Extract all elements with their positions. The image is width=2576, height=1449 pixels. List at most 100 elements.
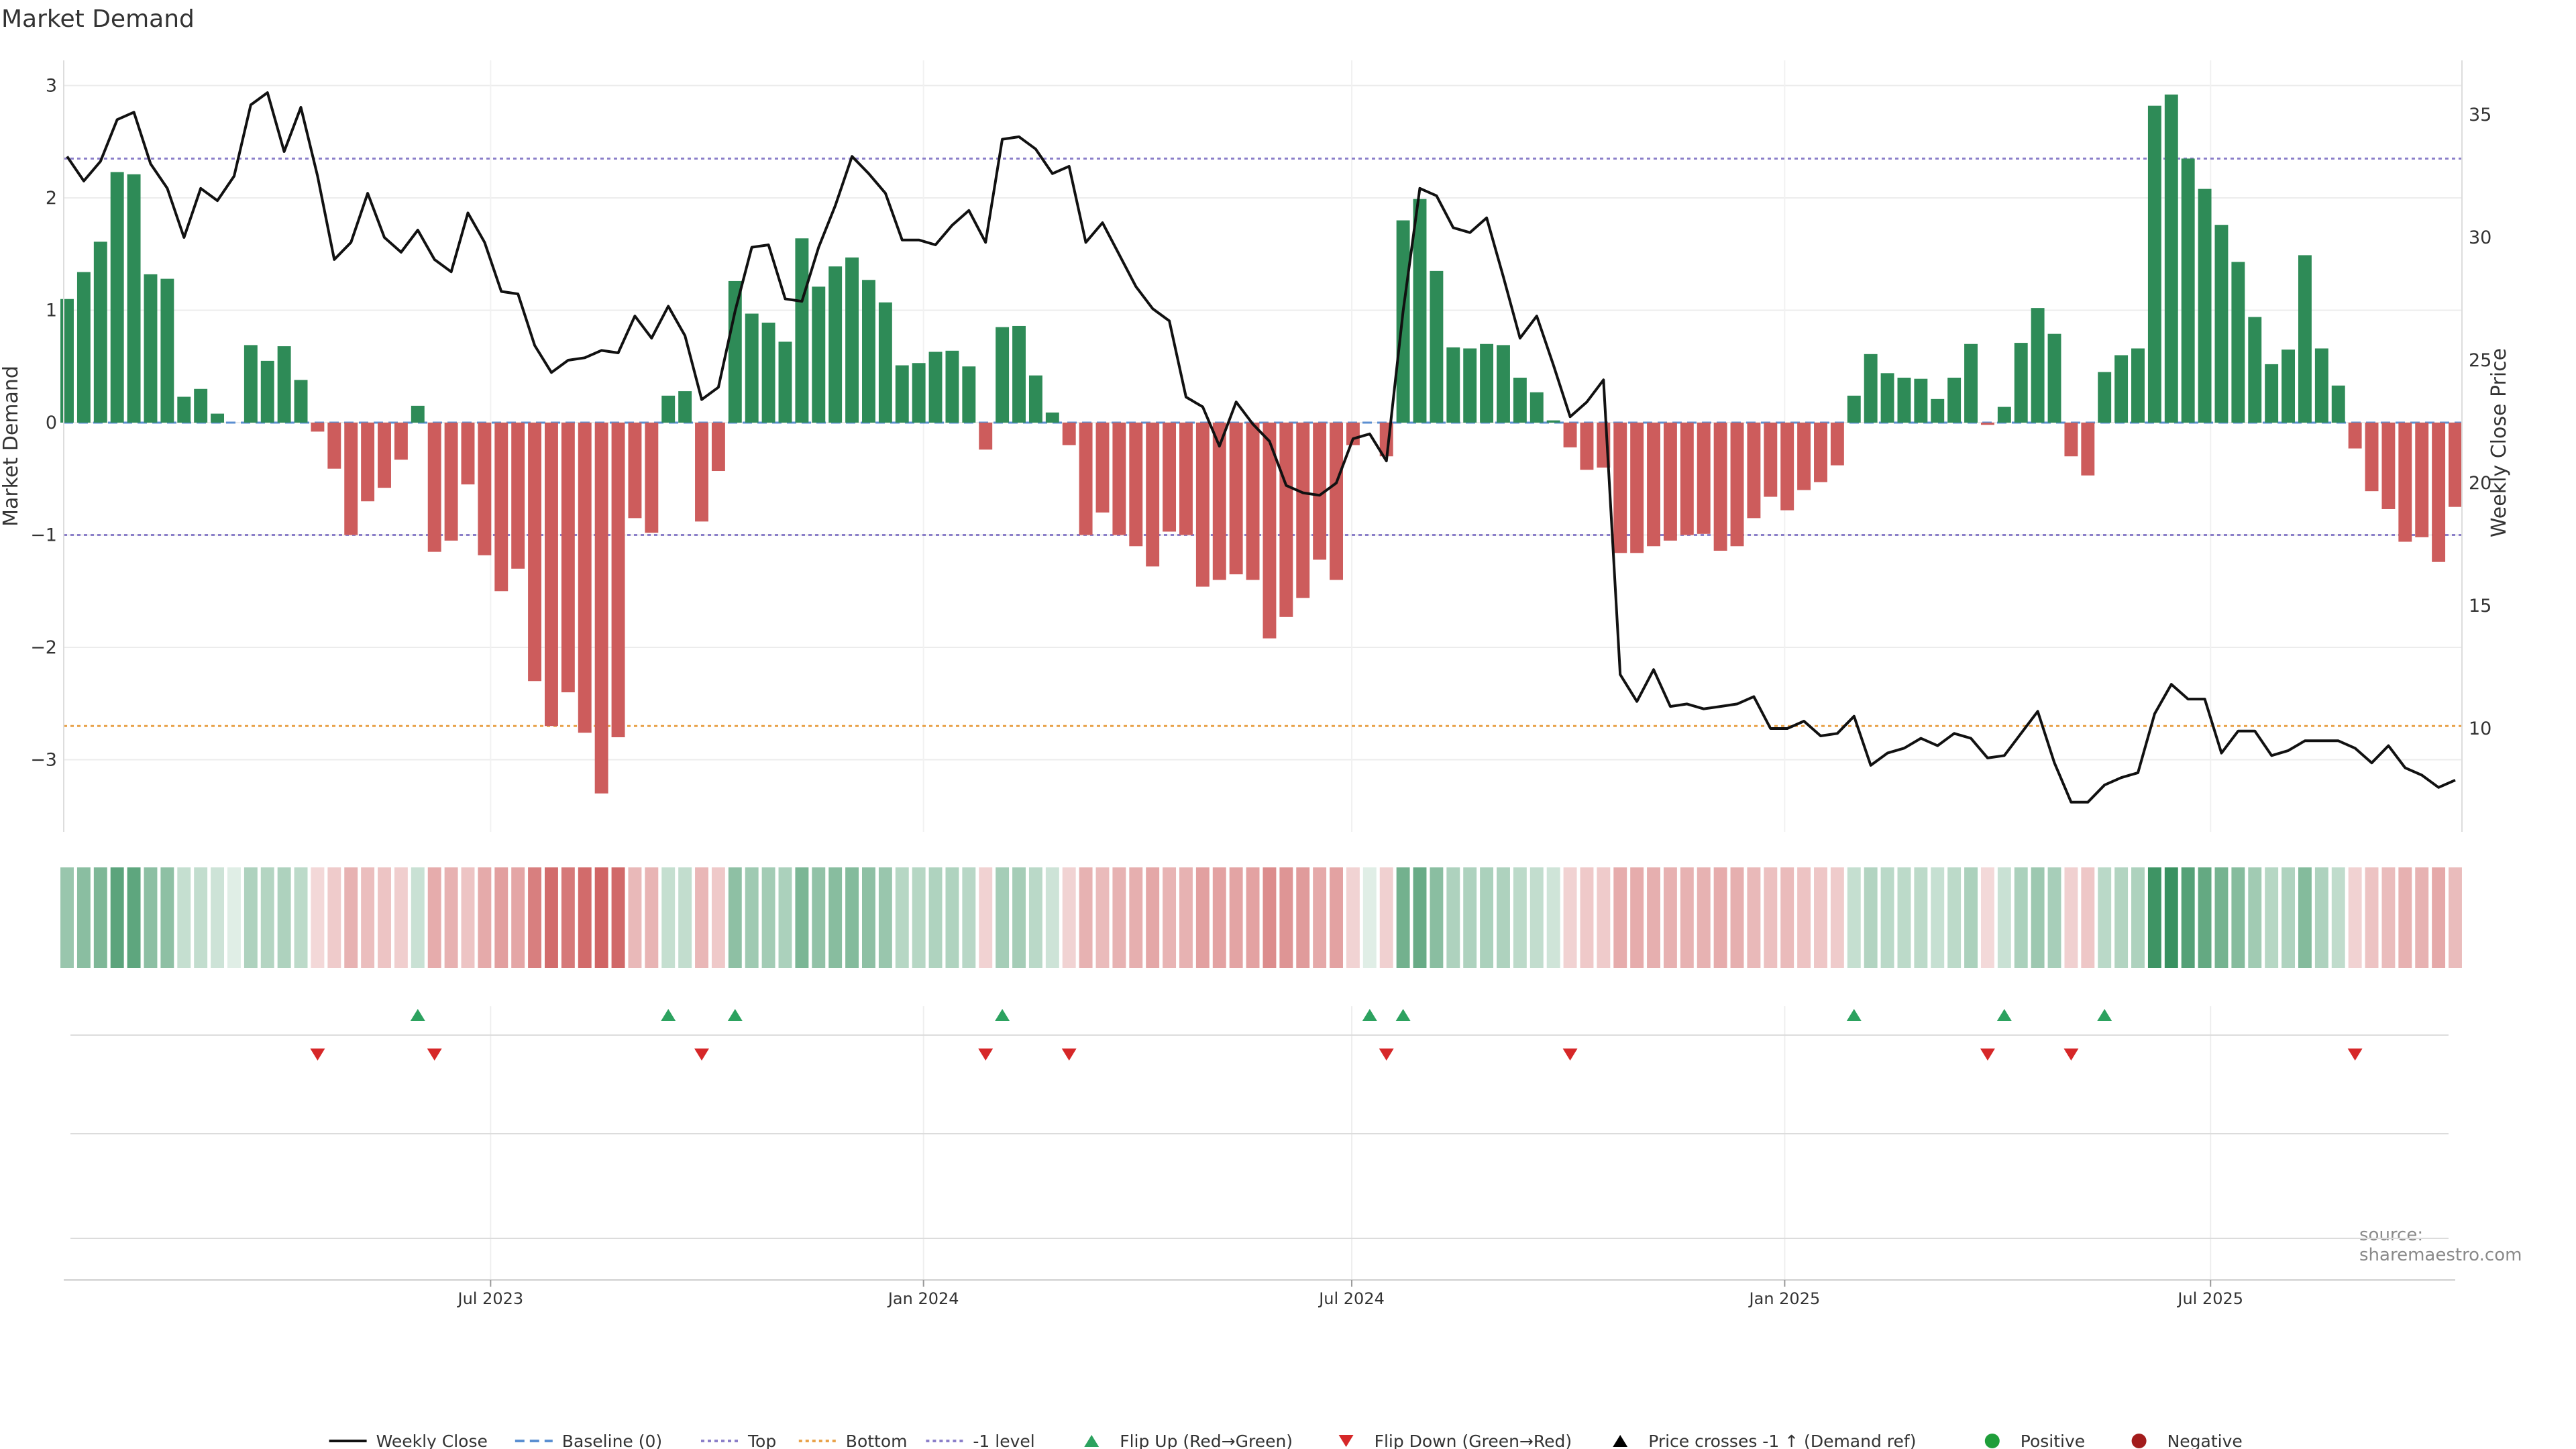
heat-cell <box>1897 867 1911 968</box>
legend-label: -1 level <box>973 1432 1034 1449</box>
heat-cell <box>528 867 542 968</box>
heat-cell <box>1680 867 1694 968</box>
demand-bar <box>561 423 575 692</box>
demand-bar <box>361 423 375 502</box>
price-line-layer <box>66 91 2456 804</box>
demand-bar <box>2147 105 2161 423</box>
heat-cell <box>2147 867 2161 968</box>
flip-down-marker <box>427 1049 442 1061</box>
flip-down-marker <box>694 1049 710 1061</box>
demand-bar <box>344 423 358 535</box>
demand-bar <box>1179 423 1193 535</box>
heat-cell <box>1497 867 1510 968</box>
y-tick-label: 2 <box>46 188 57 209</box>
heat-cell <box>1931 867 1945 968</box>
flip-down-marker <box>2063 1049 2079 1061</box>
flip-down-marker <box>310 1049 325 1061</box>
heat-cell <box>1563 867 1577 968</box>
demand-bar <box>1830 423 1844 466</box>
heat-cell <box>1396 867 1410 968</box>
demand-bar <box>60 299 74 423</box>
heat-cell <box>144 867 158 968</box>
heat-cell <box>2031 867 2045 968</box>
heat-cell <box>611 867 625 968</box>
demand-bar <box>1163 423 1177 532</box>
heat-cell <box>812 867 826 968</box>
heat-cell <box>361 867 375 968</box>
demand-bar <box>2331 385 2345 423</box>
heat-cell <box>327 867 341 968</box>
heat-cell <box>2047 867 2061 968</box>
heat-cell <box>711 867 725 968</box>
demand-bar <box>2381 423 2396 509</box>
demand-bar <box>1563 423 1577 447</box>
heat-cell <box>578 867 592 968</box>
demand-bar <box>745 313 759 423</box>
y2-tick-label: 30 <box>2469 227 2491 248</box>
demand-bar <box>1647 423 1660 547</box>
heat-cell <box>561 867 575 968</box>
demand-bar <box>1697 423 1711 534</box>
heat-cell <box>1129 867 1143 968</box>
heat-cell <box>2198 867 2212 968</box>
heat-cell <box>1330 867 1343 968</box>
heat-cell <box>678 867 692 968</box>
heat-cell <box>177 867 191 968</box>
demand-bar <box>2098 372 2112 423</box>
demand-bar <box>160 278 174 423</box>
demand-bar <box>2114 355 2129 423</box>
demand-bar <box>528 423 542 682</box>
heat-cell <box>1613 867 1627 968</box>
demand-bar <box>1446 347 1460 423</box>
heat-cell <box>2282 867 2296 968</box>
heat-cell <box>427 867 441 968</box>
heat-cell <box>2181 867 2195 968</box>
heat-cell <box>1864 867 1878 968</box>
demand-bar <box>211 413 225 423</box>
heat-cell <box>211 867 225 968</box>
legend-swatch <box>1338 1435 1354 1447</box>
heat-cell <box>1263 867 1277 968</box>
heat-cell <box>277 867 291 968</box>
demand-bar <box>2164 94 2178 423</box>
heat-cell <box>1847 867 1861 968</box>
legend-item: Baseline (0) <box>515 1432 662 1449</box>
heat-cell <box>1195 867 1210 968</box>
heat-cell <box>1730 867 1744 968</box>
demand-bar <box>645 423 659 533</box>
demand-bar <box>2047 333 2061 423</box>
heat-cell <box>494 867 508 968</box>
demand-bar <box>1630 423 1644 553</box>
demand-bar <box>2248 317 2262 423</box>
heat-cell <box>1463 867 1477 968</box>
heat-cell <box>2014 867 2028 968</box>
heat-cell <box>1179 867 1193 968</box>
demand-bar <box>494 423 508 592</box>
demand-bar <box>1931 398 1945 423</box>
demand-bar <box>928 352 943 423</box>
heat-cell <box>878 867 892 968</box>
demand-bar <box>1045 412 1059 423</box>
heat-cell <box>1146 867 1160 968</box>
y-tick-label: −1 <box>30 525 57 546</box>
demand-bar <box>1747 423 1761 519</box>
demand-bar <box>545 423 558 727</box>
heat-cell <box>1413 867 1427 968</box>
heat-cell <box>1713 867 1727 968</box>
demand-bar <box>144 274 158 423</box>
y2-tick-label: 25 <box>2469 350 2491 371</box>
x-tick-label: Jul 2025 <box>2176 1289 2243 1308</box>
demand-bar <box>1195 423 1210 587</box>
heat-cell <box>1112 867 1126 968</box>
heat-cell <box>378 867 391 968</box>
demand-bar <box>1079 423 1093 535</box>
x-tick-label: Jan 2024 <box>887 1289 959 1308</box>
heat-cell <box>194 867 208 968</box>
heat-cell <box>1163 867 1177 968</box>
heat-cell <box>127 867 141 968</box>
heat-cell <box>1914 867 1928 968</box>
legend-label: Top <box>747 1432 776 1449</box>
heat-cell <box>545 867 558 968</box>
source-note: source: sharemaestro.com <box>2359 1225 2522 1265</box>
